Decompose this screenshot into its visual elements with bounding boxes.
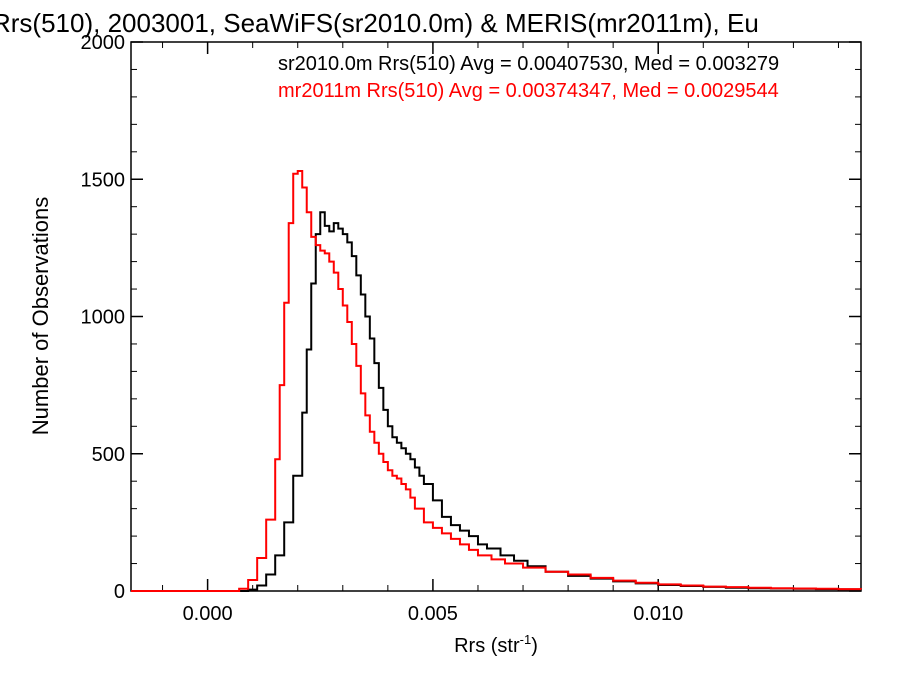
x-axis-label-close: ) bbox=[531, 635, 538, 657]
plot-frame bbox=[130, 41, 862, 592]
legend-entry-sr2010: sr2010.0m Rrs(510) Avg = 0.00407530, Med… bbox=[278, 53, 779, 75]
y-tick-label: 1000 bbox=[81, 307, 126, 329]
y-tick-label: 1500 bbox=[81, 169, 126, 191]
x-tick-label: 0.005 bbox=[408, 603, 458, 625]
y-tick-label: 500 bbox=[92, 444, 125, 466]
series-line-sr2010 bbox=[131, 211, 861, 592]
series-layer bbox=[131, 170, 862, 592]
y-tick-label: 2000 bbox=[81, 32, 126, 54]
chart-title: Rrs(510), 2003001, SeaWiFS(sr2010.0m) & … bbox=[0, 8, 759, 38]
y-tick-label: 0 bbox=[114, 581, 125, 603]
y-axis-label: Number of Observations bbox=[28, 197, 53, 435]
x-axis-ticks: 0.000 0.005 0.010 bbox=[162, 42, 839, 625]
x-axis-label-text: Rrs (str bbox=[454, 635, 520, 657]
x-tick-label: 0.000 bbox=[183, 603, 233, 625]
y-axis-ticks: 0 500 1000 1500 2000 bbox=[81, 32, 861, 603]
legend-entry-mr2011: mr2011m Rrs(510) Avg = 0.00374347, Med =… bbox=[278, 80, 779, 102]
x-axis-label: Rrs (str-1) bbox=[454, 632, 538, 657]
series-line-mr2011 bbox=[131, 170, 862, 592]
x-tick-label: 0.010 bbox=[633, 603, 683, 625]
x-axis-label-superscript: -1 bbox=[520, 632, 532, 647]
